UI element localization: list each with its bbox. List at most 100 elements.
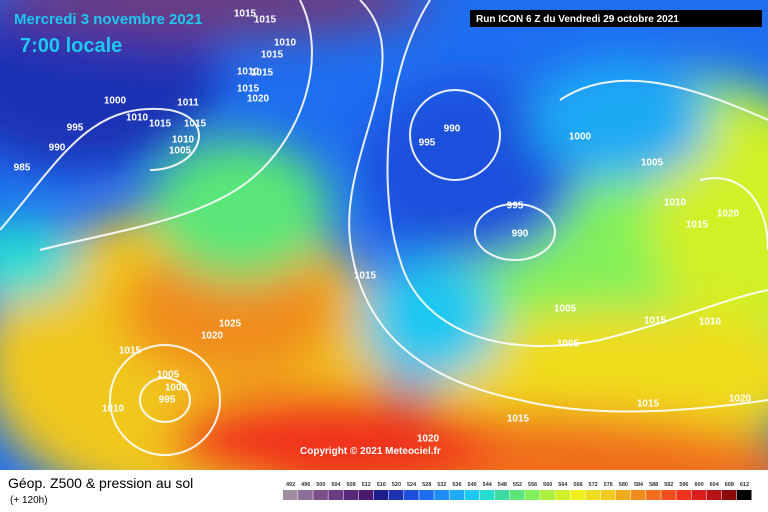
legend-value: 532 bbox=[437, 482, 446, 488]
isobar-label: 1025 bbox=[219, 319, 242, 330]
legend-value: 496 bbox=[301, 482, 310, 488]
legend-value: 600 bbox=[694, 482, 703, 488]
legend: 492 496 500 504 508 512 516 520 524 528 532 536 540 5… bbox=[283, 482, 752, 500]
legend-swatch bbox=[343, 490, 359, 500]
run-box bbox=[470, 10, 762, 27]
legend-swatch bbox=[373, 490, 389, 500]
isobar-label: 1015 bbox=[237, 84, 260, 95]
legend-swatch bbox=[358, 490, 374, 500]
legend-swatch bbox=[479, 490, 495, 500]
isobar-label: 1010 bbox=[664, 198, 687, 209]
isobar-label: 1010 bbox=[172, 135, 195, 146]
legend-value: 604 bbox=[710, 482, 720, 488]
legend-swatch bbox=[646, 490, 661, 500]
legend-value: 612 bbox=[740, 482, 749, 488]
isobar-label: 990 bbox=[444, 124, 461, 135]
legend-value: 608 bbox=[725, 482, 734, 488]
legend-swatch bbox=[706, 490, 722, 500]
legend-value: 596 bbox=[679, 482, 688, 488]
legend-value: 492 bbox=[286, 482, 295, 488]
legend-value: 548 bbox=[498, 482, 507, 488]
legend-swatch bbox=[313, 490, 328, 500]
isobar-label: 1015 bbox=[686, 220, 709, 231]
isobar-label: 1020 bbox=[201, 331, 224, 342]
isobars bbox=[0, 0, 768, 456]
isobar-label: 995 bbox=[419, 138, 436, 149]
isobar-label: 1010 bbox=[699, 317, 722, 328]
isobar-label: 1005 bbox=[157, 370, 180, 381]
legend-swatch bbox=[434, 490, 449, 500]
isobar-label: 990 bbox=[512, 229, 529, 240]
isobar-label: 1015 bbox=[119, 346, 142, 357]
legend-value: 584 bbox=[634, 482, 644, 488]
isobar-label: 1000 bbox=[569, 132, 592, 143]
isobar-label: 1015 bbox=[637, 399, 660, 410]
legend-swatch bbox=[615, 490, 631, 500]
legend-swatch bbox=[509, 490, 525, 500]
isobar-label: 1010 bbox=[237, 67, 260, 78]
isobar-label: 1005 bbox=[557, 339, 580, 350]
legend-value: 544 bbox=[483, 482, 493, 488]
isobar-label: 1000 bbox=[165, 383, 188, 394]
isobar-label: 1005 bbox=[169, 146, 192, 157]
legend-swatch bbox=[555, 490, 570, 500]
legend-swatch bbox=[676, 490, 691, 500]
isobar-label: 1020 bbox=[247, 94, 270, 105]
legend-value: 572 bbox=[589, 482, 598, 488]
footer-title: Géop. Z500 & pression au sol bbox=[8, 475, 193, 491]
isobar-label: 1010 bbox=[102, 404, 125, 415]
legend-swatch bbox=[736, 490, 752, 500]
legend-swatch bbox=[449, 490, 465, 500]
isobar-label: 1015 bbox=[261, 50, 284, 61]
legend-swatch bbox=[388, 490, 404, 500]
legend-swatch bbox=[525, 490, 540, 500]
legend-swatch bbox=[540, 490, 555, 500]
isobar-label: 1020 bbox=[729, 394, 752, 405]
run-info: Run ICON 6 Z du Vendredi 29 octobre 2021 bbox=[476, 14, 679, 25]
legend-swatch bbox=[691, 490, 707, 500]
isobar-label: 1015 bbox=[234, 9, 257, 20]
legend-value: 512 bbox=[362, 482, 371, 488]
isobar-label: 1015 bbox=[251, 68, 274, 79]
legend-value: 540 bbox=[468, 482, 477, 488]
isobar-label: 995 bbox=[507, 201, 524, 212]
time: 7:00 locale bbox=[20, 35, 122, 57]
isobar-label: 995 bbox=[67, 123, 84, 134]
legend-swatch bbox=[419, 490, 434, 500]
legend-value: 520 bbox=[392, 482, 401, 488]
legend-swatch bbox=[298, 490, 313, 500]
legend-swatch bbox=[630, 490, 646, 500]
isobar-label: 995 bbox=[159, 395, 176, 406]
date: Mercredi 3 novembre 2021 bbox=[14, 11, 202, 28]
isobar-label: 1015 bbox=[149, 119, 172, 130]
isobar-labels: 1015101510101015101010151015102010009951… bbox=[14, 9, 752, 445]
legend-value: 536 bbox=[452, 482, 461, 488]
isobar-label: 1010 bbox=[274, 38, 297, 49]
legend-swatch bbox=[600, 490, 616, 500]
legend-value: 576 bbox=[604, 482, 613, 488]
legend-value: 556 bbox=[528, 482, 537, 488]
legend-value: 504 bbox=[331, 482, 341, 488]
footer-subtitle: (+ 120h) bbox=[10, 495, 48, 506]
copyright: Copyright © 2021 Meteociel.fr bbox=[300, 446, 441, 457]
isobar-label: 1015 bbox=[184, 119, 207, 130]
legend-swatch bbox=[464, 490, 480, 500]
isobar-label: 1011 bbox=[177, 98, 199, 109]
legend-value: 516 bbox=[377, 482, 386, 488]
legend-swatch bbox=[661, 490, 676, 500]
isobar-label: 1010 bbox=[126, 113, 149, 124]
legend-swatch bbox=[585, 490, 601, 500]
legend-value: 564 bbox=[558, 482, 568, 488]
legend-value: 528 bbox=[422, 482, 431, 488]
isobar-label: 1020 bbox=[417, 434, 440, 445]
legend-swatch bbox=[721, 490, 737, 500]
legend-value: 560 bbox=[543, 482, 552, 488]
isobar-label: 985 bbox=[14, 163, 31, 174]
legend-value: 580 bbox=[619, 482, 628, 488]
isobar-label: 1015 bbox=[254, 15, 277, 26]
legend-value: 552 bbox=[513, 482, 522, 488]
legend-value: 588 bbox=[649, 482, 658, 488]
legend-swatch bbox=[328, 490, 344, 500]
legend-value: 524 bbox=[407, 482, 417, 488]
